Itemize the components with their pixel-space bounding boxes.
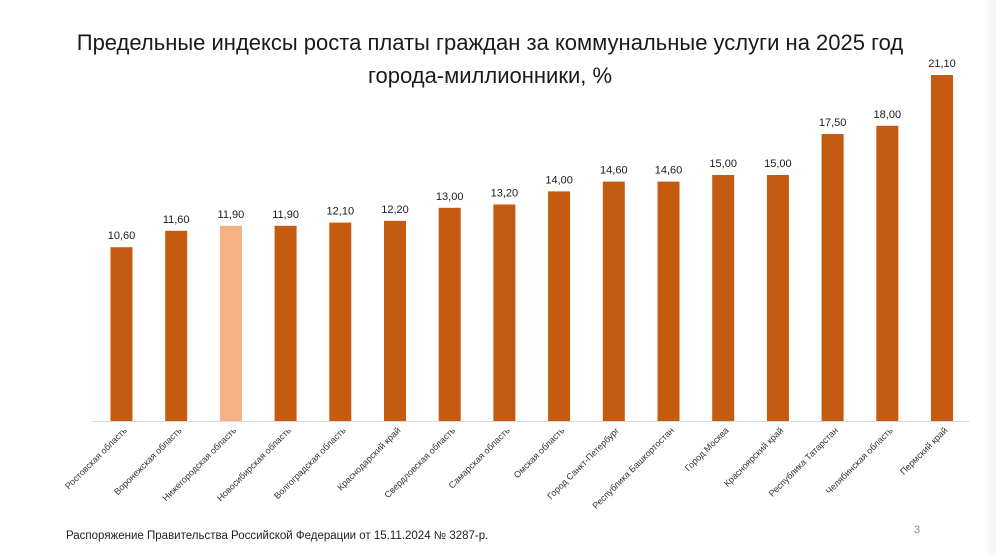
data-label-2: 11,60 — [163, 214, 190, 226]
bar-4 — [274, 225, 297, 421]
data-label-16: 21,10 — [928, 58, 956, 70]
data-label-10: 14,60 — [600, 165, 628, 177]
bar-11 — [657, 181, 680, 421]
data-label-3: 11,90 — [218, 209, 245, 221]
data-label-1: 10,60 — [108, 230, 136, 242]
category-label-12: Город Москва — [683, 425, 731, 473]
category-label-8: Самарская область — [447, 425, 512, 490]
bar-6 — [384, 220, 406, 421]
bar-12 — [712, 175, 735, 421]
slide-edge-shadow — [982, 0, 996, 555]
data-label-13: 15,00 — [764, 158, 792, 170]
data-label-9: 14,00 — [545, 174, 573, 186]
bar-10 — [602, 181, 625, 421]
category-label-13: Красноярский край — [722, 425, 785, 488]
data-label-15: 18,00 — [874, 109, 902, 121]
data-label-6: 12,20 — [381, 204, 409, 216]
data-label-7: 13,00 — [436, 191, 464, 203]
data-label-12: 15,00 — [709, 158, 737, 170]
bar-14 — [821, 134, 844, 421]
category-label-16: Пермский край — [898, 425, 949, 476]
bar-1 — [110, 247, 133, 421]
bar-13 — [766, 175, 789, 421]
chart-title-line-2: города-миллионники, % — [367, 63, 613, 88]
bar-5 — [329, 222, 352, 421]
bar-2 — [165, 230, 188, 421]
bar-9 — [548, 191, 571, 421]
page-number: 3 — [914, 524, 921, 536]
data-label-14: 17,50 — [819, 117, 847, 129]
category-label-9: Омская область — [512, 425, 567, 480]
bar-7 — [438, 207, 461, 421]
bar-8 — [493, 204, 516, 421]
data-label-8: 13,20 — [491, 188, 519, 200]
bar-16 — [931, 75, 953, 421]
data-label-11: 14,60 — [655, 165, 683, 177]
data-label-5: 12,10 — [327, 206, 355, 218]
bar-3 — [219, 225, 242, 421]
data-label-4: 11,90 — [272, 209, 299, 221]
chart-title: Предельные индексы роста платы граждан з… — [40, 26, 940, 92]
bar-15 — [876, 125, 899, 422]
source-note: Распоряжение Правительства Российской Фе… — [66, 530, 489, 542]
chart-title-line-1: Предельные индексы роста платы граждан з… — [76, 30, 904, 55]
